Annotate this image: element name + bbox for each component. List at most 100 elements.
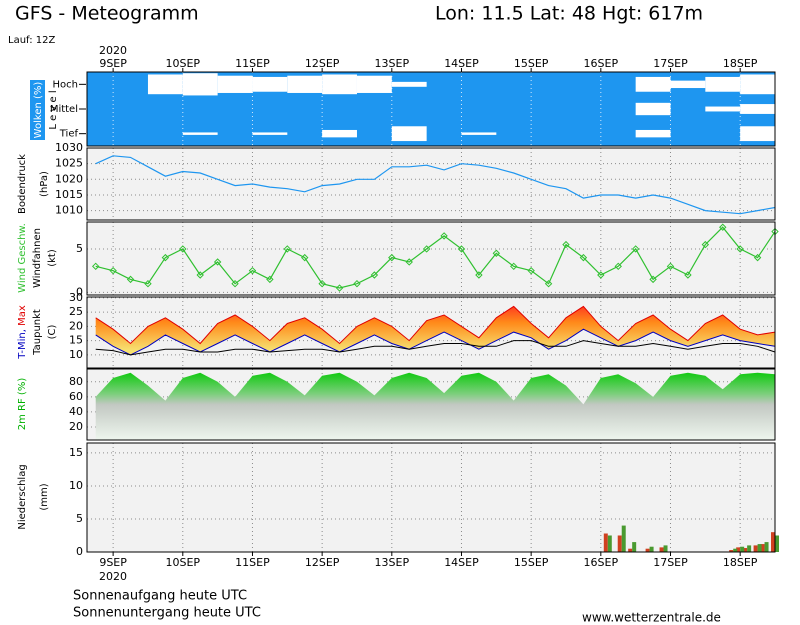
cloud-cell [252, 132, 288, 135]
marker [179, 245, 187, 253]
y-unit: (C) [47, 325, 58, 340]
cloud-cell [740, 104, 775, 114]
cloud-cell [635, 129, 671, 138]
panel-frame [86, 442, 776, 553]
cloud-cell [461, 132, 497, 135]
marker [213, 258, 222, 266]
year: 2020 [99, 44, 127, 57]
marker [422, 245, 431, 253]
y-unit: (hPa) [39, 171, 50, 197]
x-tick-label: 11SEP [235, 57, 270, 70]
y-tick-label: 1030 [55, 141, 83, 154]
marker [684, 271, 692, 279]
bar [729, 550, 734, 552]
bar [659, 547, 664, 552]
cloud-cell [740, 74, 775, 95]
bar [632, 542, 637, 552]
panel-frame [86, 147, 776, 221]
marker [109, 266, 117, 275]
cloud-cell [287, 75, 323, 93]
marker [597, 271, 605, 279]
panel-frame [86, 71, 776, 147]
x-tick-label: 9SEP [99, 57, 127, 70]
bar [628, 548, 633, 552]
line [95, 340, 776, 356]
y-unit: (mm) [39, 483, 50, 510]
y-label: Bodendruck [17, 154, 28, 214]
marker [92, 262, 100, 271]
x-tick-label: 16SEP [584, 556, 619, 569]
y-tick-label: 60 [69, 390, 83, 403]
cloud-cell [252, 76, 288, 92]
x-tick-label: 18SEP [723, 57, 758, 70]
cloud-label: Wolken (%) [33, 82, 44, 139]
y-tick-label: 0 [76, 545, 83, 558]
marker [388, 253, 396, 262]
bar [621, 525, 626, 552]
y-tick-label: 20 [69, 319, 83, 332]
bar [764, 542, 769, 552]
marker [144, 279, 152, 288]
marker [318, 279, 326, 288]
y-tick-label: 10 [69, 348, 83, 361]
x-tick-label: 10SEP [166, 556, 201, 569]
level-label: L e v e l [48, 90, 59, 129]
cloud-cell [182, 132, 218, 135]
series-label: 2m RF (%) [17, 378, 28, 431]
marker [527, 266, 535, 275]
marker [440, 232, 448, 240]
bar [645, 548, 650, 552]
y-label: Windfahnen [32, 228, 43, 288]
marker [719, 223, 727, 231]
marker [248, 266, 257, 275]
area [95, 372, 775, 440]
bar [747, 545, 752, 552]
label-box [30, 80, 45, 140]
marker [301, 253, 309, 262]
cloud-cell [391, 126, 427, 142]
cloud-cell [635, 76, 671, 92]
series-label: T-Min, [17, 329, 28, 360]
bar [603, 533, 608, 552]
marker [614, 262, 622, 271]
line [95, 328, 776, 356]
marker [335, 284, 344, 292]
bar [753, 545, 758, 552]
y-tick-label: 20 [69, 420, 83, 433]
line [95, 305, 776, 345]
y-tick-label: 15 [69, 334, 83, 347]
cloud-cell [740, 126, 775, 142]
marker [475, 271, 483, 279]
bar [771, 532, 775, 552]
y-tick-label: 25 [69, 305, 83, 318]
x-tick-label: 15SEP [514, 57, 549, 70]
cloud-cell [182, 73, 218, 96]
bar [733, 548, 738, 552]
y-tick-label: 30 [69, 291, 83, 304]
legend: T-Min, Max [17, 305, 28, 360]
bar [736, 547, 741, 552]
series-label: Wind Geschw. [17, 223, 28, 293]
marker [266, 275, 274, 284]
marker [126, 275, 135, 284]
site: www.wetterzentrale.de [582, 611, 721, 625]
x-tick-label: 14SEP [444, 57, 479, 70]
marker [457, 245, 466, 253]
marker [370, 271, 379, 279]
x-tick-label: 18SEP [723, 556, 758, 569]
panel-frame [86, 221, 776, 296]
y-tick-label: 1025 [55, 157, 83, 170]
cloud-cell [322, 74, 357, 95]
marker [405, 258, 413, 266]
cloud-cell [670, 80, 706, 89]
marker [562, 240, 570, 249]
marker [736, 245, 744, 253]
series-label: Taupunkt [32, 309, 43, 356]
bar [663, 545, 668, 552]
y-label: Niederschlag [17, 464, 28, 529]
cloud-cell [705, 106, 741, 112]
panel-frame [86, 368, 776, 441]
bar [617, 535, 622, 552]
row-label: Tief [59, 129, 79, 140]
marker [631, 245, 640, 253]
